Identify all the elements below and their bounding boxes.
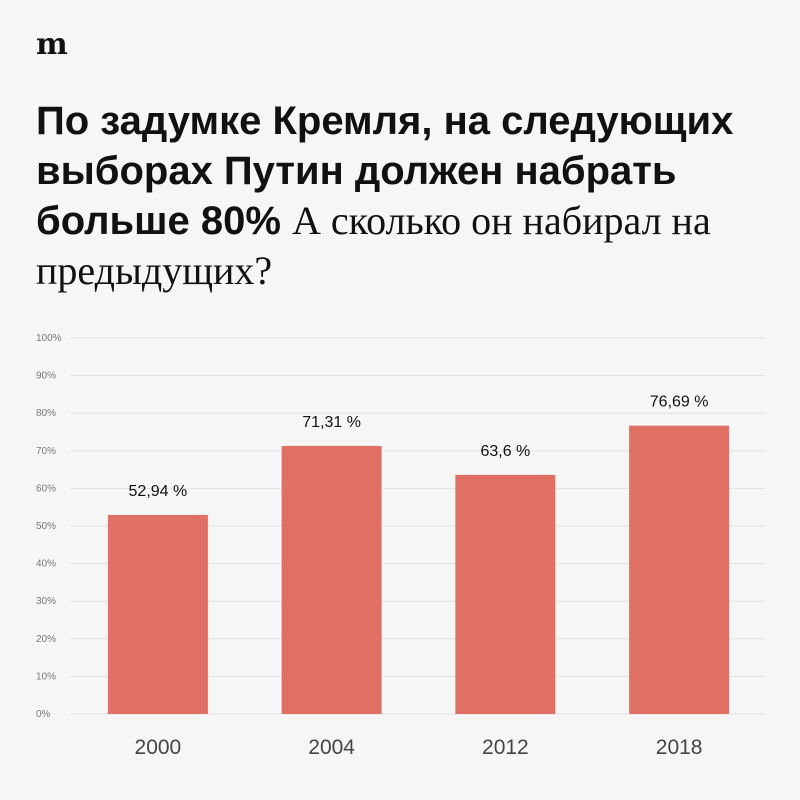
y-tick-label: 40% (36, 559, 56, 570)
y-tick-label: 10% (36, 671, 56, 682)
headline-regular: А сколько он набирал на предыдущих? (36, 198, 711, 293)
y-tick-label: 80% (36, 408, 56, 419)
x-tick-label: 2000 (135, 736, 182, 759)
x-tick-label: 2018 (656, 736, 703, 759)
data-label: 63,6 % (480, 443, 530, 460)
y-tick-label: 70% (36, 446, 56, 457)
y-tick-label: 30% (36, 596, 56, 607)
y-tick-label: 90% (36, 371, 56, 382)
bar (629, 425, 730, 714)
y-tick-label: 20% (36, 634, 56, 645)
y-tick-label: 60% (36, 483, 56, 494)
data-label: 52,94 % (129, 483, 188, 500)
y-tick-label: 100% (36, 333, 62, 344)
bar (281, 445, 382, 714)
y-tick-label: 0% (36, 709, 51, 720)
y-tick-label: 50% (36, 521, 56, 532)
x-tick-label: 2012 (482, 736, 529, 759)
headline: По задумке Кремля, на следующих выборах … (36, 96, 776, 296)
meduza-logo: m (36, 27, 68, 62)
bar (107, 514, 208, 714)
headline-bold: По задумке Кремля, на следующих выборах … (36, 99, 734, 243)
bar-chart: 0% 10% 20% 30% 40% 50% 60% 70% 80% 90% 100% 52,94 %… (36, 333, 765, 759)
data-label: 76,69 % (650, 394, 709, 411)
data-label: 71,31 % (302, 414, 361, 431)
bar (455, 474, 556, 714)
x-tick-label: 2004 (308, 736, 355, 759)
